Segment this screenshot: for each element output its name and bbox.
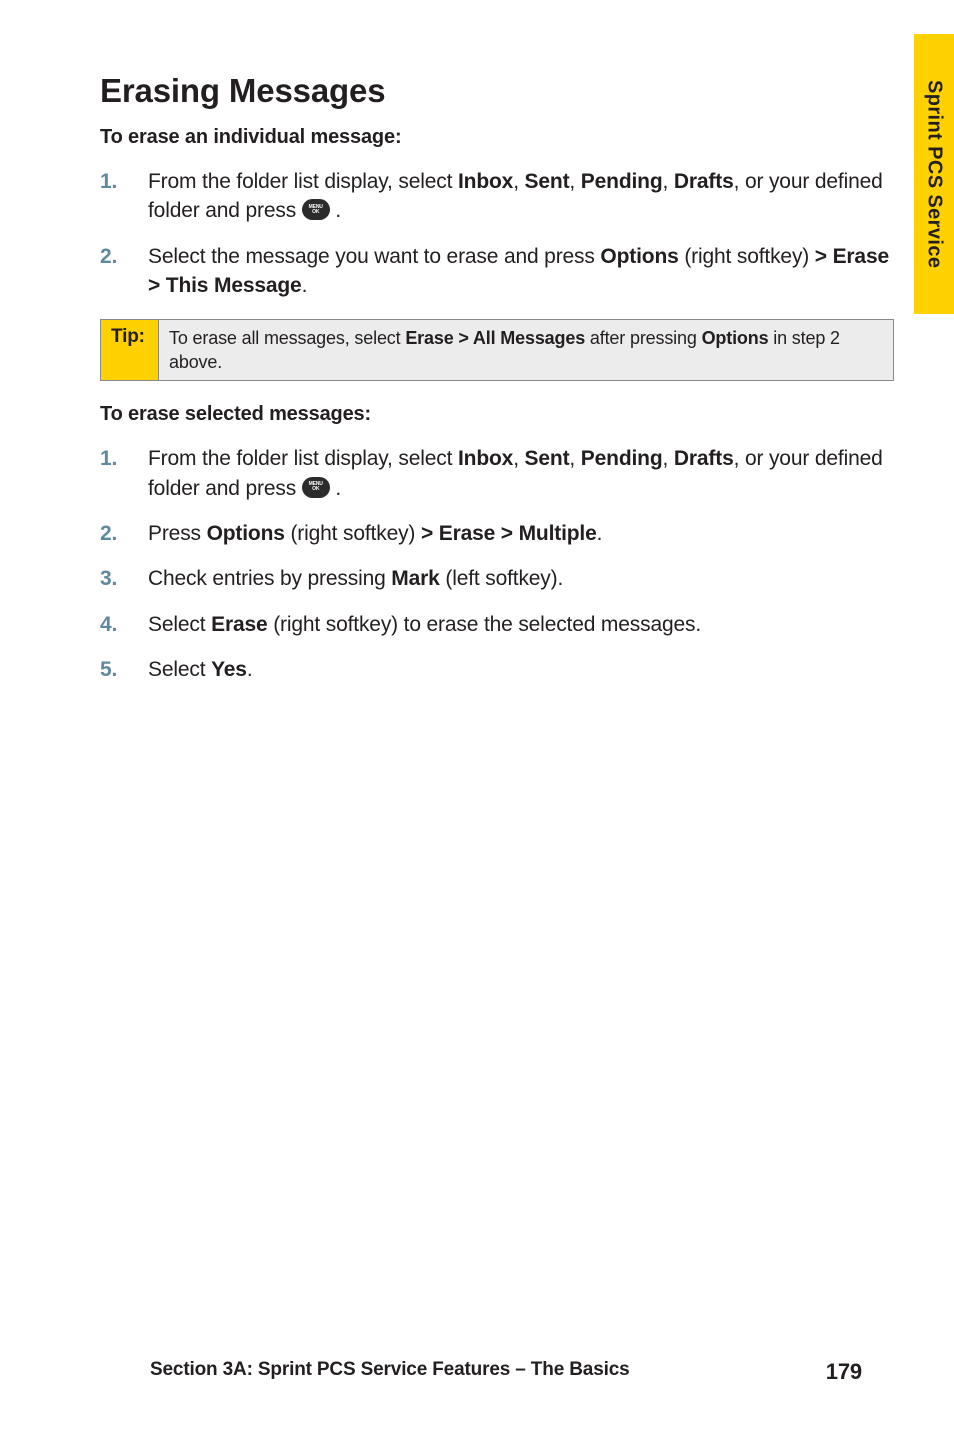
label-yes: Yes xyxy=(211,658,247,681)
label-options: Options xyxy=(207,522,285,545)
step: From the folder list display, select Inb… xyxy=(100,167,894,226)
side-tab: Sprint PCS Service xyxy=(914,34,954,314)
text: , xyxy=(569,170,580,193)
text: Select xyxy=(148,658,211,681)
label-sent: Sent xyxy=(525,170,570,193)
label-inbox: Inbox xyxy=(458,447,513,470)
text: (right softkey) to erase the selected me… xyxy=(268,613,702,636)
page-footer: Section 3A: Sprint PCS Service Features … xyxy=(0,1359,954,1385)
step: Select Yes. xyxy=(100,655,894,684)
label-options: Options xyxy=(702,328,769,348)
text: , xyxy=(663,170,674,193)
label-erase: Erase xyxy=(211,613,267,636)
text: . xyxy=(302,274,308,297)
text: (right softkey) xyxy=(679,245,815,268)
menu-ok-icon xyxy=(302,199,330,220)
text: . xyxy=(330,477,341,500)
text: (left softkey). xyxy=(440,567,563,590)
section-selected: To erase selected messages: From the fol… xyxy=(100,403,894,684)
label-mark: Mark xyxy=(391,567,439,590)
label-pending: Pending xyxy=(581,447,663,470)
text: . xyxy=(597,522,603,545)
tip-label: Tip: xyxy=(101,320,159,381)
section-individual: To erase an individual message: From the… xyxy=(100,126,894,301)
text: , xyxy=(663,447,674,470)
step: Select Erase (right softkey) to erase th… xyxy=(100,610,894,639)
text: after pressing xyxy=(585,328,702,348)
text: Check entries by pressing xyxy=(148,567,391,590)
label-drafts: Drafts xyxy=(674,447,734,470)
label-inbox: Inbox xyxy=(458,170,513,193)
text: . xyxy=(330,199,341,222)
text: From the folder list display, select xyxy=(148,170,458,193)
label-sent: Sent xyxy=(525,447,570,470)
side-tab-label: Sprint PCS Service xyxy=(923,80,946,268)
label-options: Options xyxy=(600,245,678,268)
step: Select the message you want to erase and… xyxy=(100,242,894,301)
footer-section: Section 3A: Sprint PCS Service Features … xyxy=(150,1359,630,1385)
menu-ok-icon xyxy=(302,477,330,498)
text: . xyxy=(247,658,253,681)
lead-individual: To erase an individual message: xyxy=(100,126,894,149)
steps-individual: From the folder list display, select Inb… xyxy=(100,167,894,301)
command-path: > Erase > Multiple xyxy=(421,522,597,545)
step: From the folder list display, select Inb… xyxy=(100,444,894,503)
tip-box: Tip: To erase all messages, select Erase… xyxy=(100,319,894,382)
step: Check entries by pressing Mark (left sof… xyxy=(100,564,894,593)
text: To erase all messages, select xyxy=(169,328,405,348)
text: Press xyxy=(148,522,207,545)
text: , xyxy=(513,170,524,193)
text: (right softkey) xyxy=(285,522,421,545)
text: Select xyxy=(148,613,211,636)
steps-selected: From the folder list display, select Inb… xyxy=(100,444,894,684)
label-drafts: Drafts xyxy=(674,170,734,193)
step: Press Options (right softkey) > Erase > … xyxy=(100,519,894,548)
text: , xyxy=(569,447,580,470)
text: , xyxy=(513,447,524,470)
lead-selected: To erase selected messages: xyxy=(100,403,894,426)
footer-page-number: 179 xyxy=(826,1359,862,1385)
command-path: Erase > All Messages xyxy=(405,328,585,348)
label-pending: Pending xyxy=(581,170,663,193)
text: From the folder list display, select xyxy=(148,447,458,470)
page-title: Erasing Messages xyxy=(100,72,894,110)
text: Select the message you want to erase and… xyxy=(148,245,600,268)
tip-body: To erase all messages, select Erase > Al… xyxy=(159,320,893,381)
page-body: Erasing Messages To erase an individual … xyxy=(0,0,954,685)
